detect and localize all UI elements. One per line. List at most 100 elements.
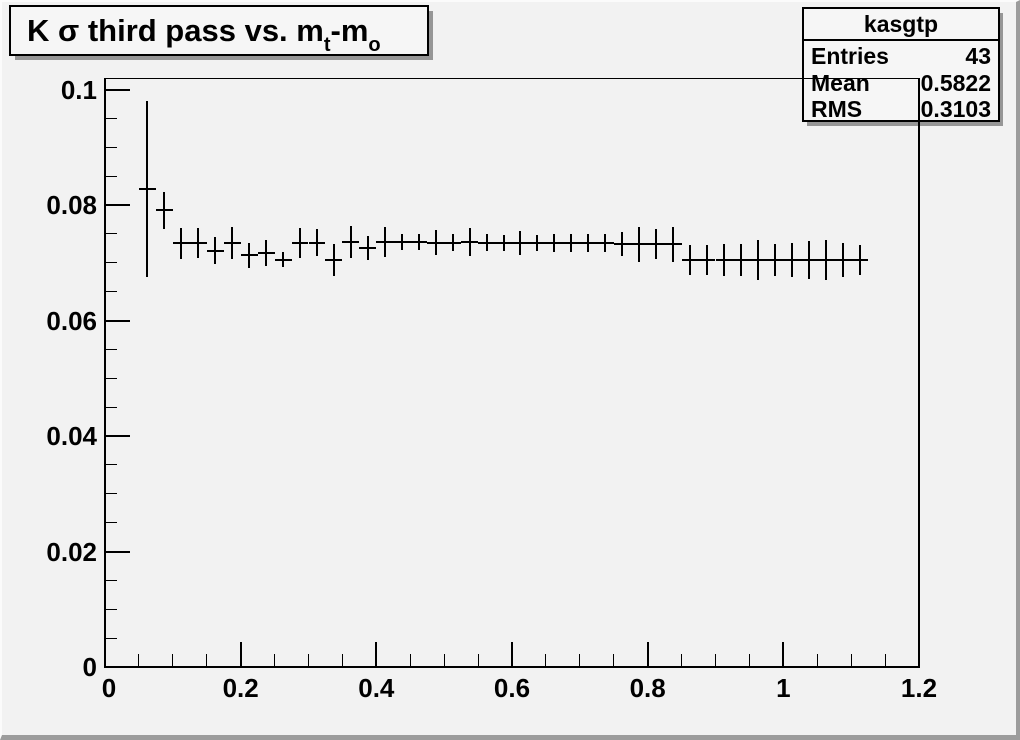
- x-minor-tick: [206, 654, 208, 666]
- data-point-yerr: [502, 235, 505, 252]
- stats-value: 43: [965, 43, 991, 69]
- x-axis: [104, 666, 920, 668]
- y-minor-tick: [105, 377, 117, 379]
- y-minor-tick: [105, 175, 117, 177]
- plot-title: K σ third pass vs. mt-mo: [27, 12, 381, 56]
- data-point-yerr: [841, 242, 844, 278]
- data-point-yerr: [689, 245, 692, 276]
- x-major-tick: [782, 642, 785, 666]
- data-point-yerr: [231, 226, 234, 260]
- x-major-tick: [511, 642, 513, 666]
- title-subscript-t: t: [323, 33, 331, 56]
- y-minor-tick: [105, 233, 117, 235]
- data-point-yerr: [655, 229, 658, 260]
- data-point-yerr: [485, 234, 488, 251]
- y-major-tick: [105, 435, 130, 438]
- data-point-yerr: [672, 226, 675, 262]
- y-minor-tick: [105, 608, 117, 610]
- stats-label: Mean: [811, 69, 870, 96]
- x-minor-tick: [443, 654, 445, 666]
- frame-top: [105, 78, 919, 79]
- data-point-yerr: [790, 242, 793, 278]
- x-tick-label: 0.2: [222, 673, 259, 703]
- x-minor-tick: [308, 654, 309, 666]
- x-tick-label: 0.8: [629, 673, 666, 703]
- data-point-yerr: [519, 231, 522, 256]
- data-point-yerr: [434, 229, 437, 256]
- x-minor-tick: [409, 654, 411, 666]
- data-point-yerr: [214, 237, 217, 264]
- data-point-yerr: [858, 244, 861, 275]
- y-major-tick: [105, 204, 130, 207]
- data-point-yerr: [756, 239, 759, 281]
- data-point-yerr: [468, 228, 471, 256]
- data-point-yerr: [417, 233, 420, 251]
- y-minor-tick: [105, 493, 117, 495]
- data-point-yerr: [248, 242, 251, 268]
- x-minor-tick: [613, 654, 615, 666]
- stats-value: 0.3103: [920, 96, 991, 122]
- data-point-yerr: [570, 233, 573, 253]
- x-minor-tick: [850, 654, 852, 666]
- data-point-yerr: [349, 225, 352, 259]
- x-minor-tick: [545, 654, 547, 666]
- x-tick-label: 1.2: [900, 673, 938, 703]
- y-tick-label: 0.1: [60, 74, 97, 105]
- x-minor-tick: [681, 654, 683, 666]
- x-minor-tick: [748, 654, 750, 666]
- stats-row: Entries 43: [811, 43, 991, 70]
- x-tick-label: 0.4: [358, 673, 395, 703]
- data-point-yerr: [163, 191, 166, 229]
- y-minor-tick: [105, 262, 117, 264]
- y-minor-tick: [105, 464, 117, 466]
- data-point-yerr: [315, 229, 318, 256]
- data-point-yerr: [587, 233, 590, 253]
- y-tick-label: 0.06: [46, 305, 97, 336]
- y-minor-tick: [105, 291, 117, 293]
- data-point-yerr: [739, 243, 742, 277]
- data-point-yerr: [146, 101, 149, 277]
- data-point-yerr: [638, 226, 641, 262]
- stats-rows: Entries 43 Mean 0.5822 RMS 0.3103: [804, 41, 998, 123]
- x-minor-tick: [172, 654, 174, 666]
- x-tick-label: 0: [101, 673, 117, 703]
- x-minor-tick: [138, 654, 140, 666]
- data-point-yerr: [604, 233, 607, 253]
- x-minor-tick: [715, 654, 716, 666]
- data-point-yerr: [383, 226, 386, 257]
- title-subscript-o: o: [368, 33, 381, 56]
- y-tick-label: 0: [82, 652, 97, 682]
- y-minor-tick: [105, 117, 117, 119]
- y-minor-tick: [105, 579, 117, 581]
- x-major-tick: [375, 642, 378, 666]
- x-minor-tick: [579, 654, 581, 666]
- data-point-yerr: [400, 233, 403, 251]
- x-major-tick: [239, 642, 242, 666]
- stats-row: Mean 0.5822: [811, 70, 991, 97]
- frame-right: [918, 78, 920, 667]
- data-point-yerr: [282, 252, 285, 268]
- x-major-tick: [646, 642, 649, 666]
- x-minor-tick: [341, 654, 343, 666]
- y-major-tick: [105, 550, 130, 553]
- y-minor-tick: [105, 406, 117, 408]
- y-major-tick: [105, 666, 130, 668]
- x-tick-label: 1: [776, 673, 791, 703]
- data-point-yerr: [180, 227, 183, 259]
- y-major-tick: [105, 319, 130, 322]
- y-minor-tick: [105, 146, 117, 148]
- y-minor-tick: [105, 637, 117, 639]
- y-major-tick: [105, 88, 130, 91]
- data-point-yerr: [451, 234, 454, 251]
- data-point-yerr: [621, 231, 624, 256]
- x-minor-tick: [477, 654, 479, 666]
- data-point-yerr: [722, 243, 725, 277]
- stats-label: Entries: [811, 43, 889, 69]
- data-point-yerr: [807, 240, 810, 279]
- stats-row: RMS 0.3103: [811, 96, 991, 123]
- x-minor-tick: [884, 654, 886, 666]
- y-tick-label: 0.04: [46, 421, 97, 452]
- data-point-yerr: [265, 240, 268, 266]
- y-axis: [104, 78, 106, 667]
